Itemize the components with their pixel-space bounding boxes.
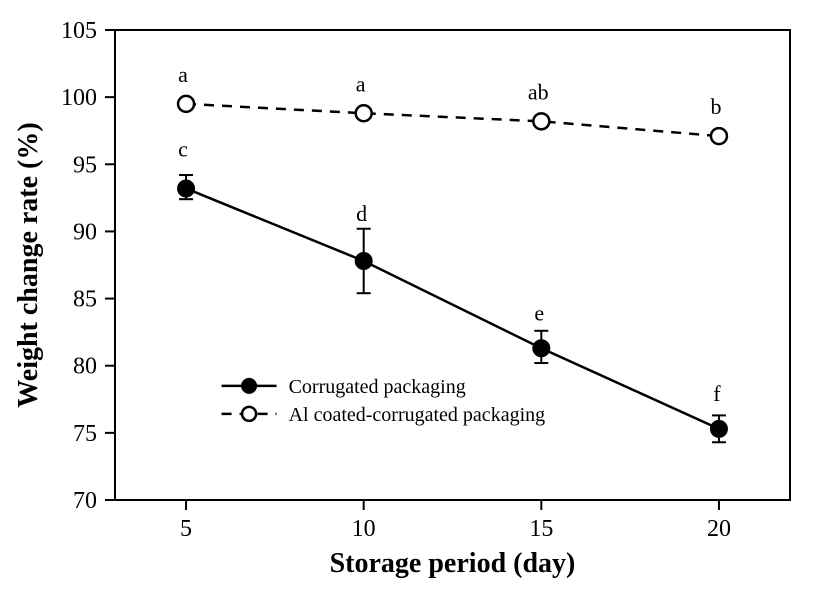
chart-container: 70 75 80 85 90 95 100 105 5 10 15 20 Storage period … — [0, 0, 827, 608]
legend-marker — [242, 379, 256, 393]
y-tick-label: 80 — [73, 354, 97, 380]
significance-label: c — [178, 136, 188, 161]
legend-label: Al coated-corrugated packaging — [289, 404, 546, 426]
significance-label: d — [356, 201, 367, 226]
plot-frame — [115, 30, 790, 500]
data-point — [711, 421, 727, 437]
data-point — [178, 180, 194, 196]
y-tick-label: 100 — [61, 85, 97, 111]
y-tick-label: 105 — [61, 18, 97, 44]
y-tick-label: 95 — [73, 152, 97, 178]
data-point — [356, 105, 372, 121]
weight-change-chart: 70 75 80 85 90 95 100 105 5 10 15 20 Storage period … — [0, 0, 827, 608]
y-tick-label: 90 — [73, 219, 97, 245]
data-point — [533, 113, 549, 129]
significance-label: ab — [528, 79, 549, 104]
x-tick-label: 15 — [529, 516, 553, 542]
legend-marker — [242, 407, 256, 421]
legend-label: Corrugated packaging — [289, 376, 466, 398]
significance-label: e — [534, 300, 544, 325]
x-tick-label: 10 — [352, 516, 376, 542]
x-tick-label: 5 — [180, 516, 192, 542]
significance-label: a — [178, 62, 188, 87]
x-tick-label: 20 — [707, 516, 731, 542]
y-tick-label: 75 — [73, 421, 97, 447]
x-axis-title: Storage period (day) — [330, 548, 576, 579]
series-line-1 — [186, 104, 719, 136]
data-point — [178, 96, 194, 112]
data-point — [711, 128, 727, 144]
significance-label: b — [710, 94, 721, 119]
data-point — [356, 253, 372, 269]
data-point — [533, 340, 549, 356]
significance-label: f — [713, 381, 721, 406]
y-tick-label: 85 — [73, 287, 97, 313]
y-axis-title: Weight change rate (%) — [13, 122, 44, 407]
y-tick-label: 70 — [73, 488, 97, 514]
significance-label: a — [356, 71, 366, 96]
